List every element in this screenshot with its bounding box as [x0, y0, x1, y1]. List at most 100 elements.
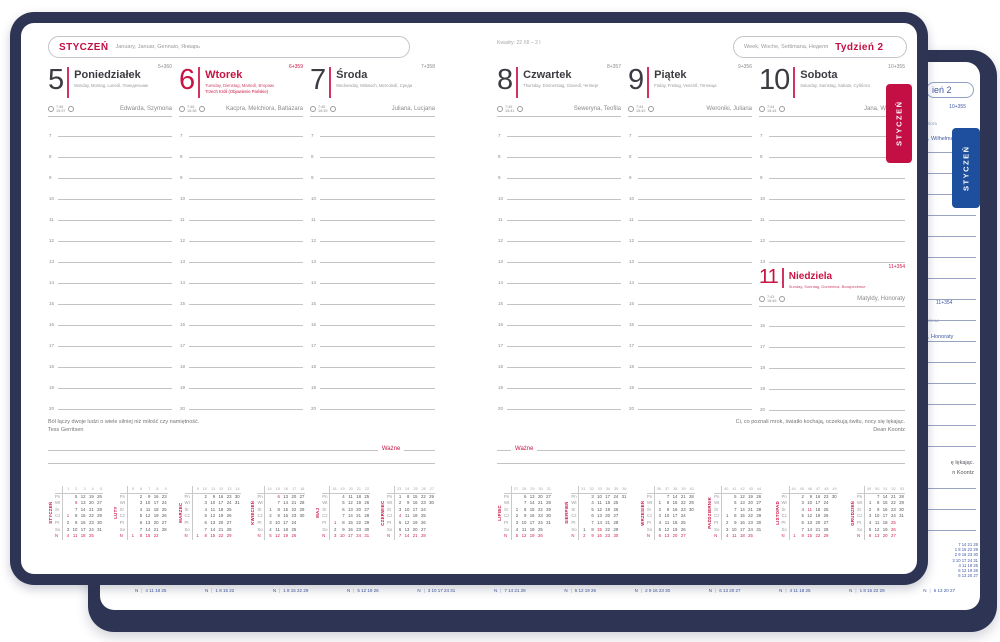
mini-calendar-day: 8: [666, 500, 670, 506]
mini-calendar-day: 4: [801, 506, 804, 512]
sunday-row-separator: |: [353, 588, 355, 593]
mini-calendar-day: 20: [412, 526, 418, 532]
week-number: 1: [62, 486, 70, 493]
mini-calendar-day: [578, 513, 586, 520]
mini-calendar-day: 18: [605, 500, 611, 506]
mini-calendar-day: 29: [364, 519, 370, 525]
mini-calendar-grid: 36 37 38 39 40 Pn 7 14 21 28 Wt 1 8 15 22 29 Śr 2 9 16 23 30 C…: [646, 486, 695, 540]
week-number: 7: [148, 487, 151, 491]
important-row-left: Ważne: [48, 446, 435, 453]
week-number: 6: [140, 487, 143, 491]
rule-line: [48, 449, 378, 451]
mini-calendar-day: 3: [394, 506, 402, 514]
mini-calendar-day: 19: [153, 513, 159, 519]
sunset-icon: [778, 106, 785, 112]
mini-calendar-day: 25: [680, 519, 686, 525]
mini-calendar-day: 23: [537, 513, 543, 519]
weekday-abbr: N: [257, 533, 261, 539]
mini-calendar-day: [329, 506, 337, 514]
week-number: 14: [235, 487, 240, 491]
day-of-year: 9+356: [737, 64, 752, 70]
week-number: 20: [348, 487, 353, 491]
mini-calendar-grid: 40 41 42 43 44 Pn 5 12 19 26 Wt 6 13 20 27 Śr 7 14 21 28 Cz 1…: [714, 486, 763, 540]
day-name-block: Piątek Friday, Freitag, Venerdì, Пятница: [654, 65, 716, 88]
mini-calendar-month-label: LISTOPAD: [774, 501, 780, 525]
weekday-abbr: Śr: [857, 506, 862, 512]
quote-text: Ci, co poznali mrok, światło kochają, oc…: [735, 419, 905, 425]
mini-calendar-row: Pt 3 10 17 24 31: [504, 519, 552, 527]
hour-label: 9: [311, 175, 314, 180]
day-divider-rule: [198, 67, 201, 98]
weekday-abbr: So: [571, 526, 577, 532]
mini-calendar-day: 13: [664, 533, 670, 539]
hour-rule-line: [507, 136, 621, 137]
rule-line: [404, 449, 435, 451]
sunrise-sunset-row: 7:44 15:44 Jana, Wilhelma: [759, 102, 905, 117]
hour-rule-line: [507, 241, 621, 242]
back-week-number-box: ień 2: [926, 82, 974, 98]
mini-calendar-day: 5: [342, 500, 345, 506]
hour-rule-line: [769, 347, 905, 348]
day-name: Czwartek: [523, 69, 572, 81]
hour-row-20: 20: [310, 390, 435, 411]
hour-grid: 16 17 18 19 20: [759, 307, 905, 412]
sunrise-time: 7:44: [767, 104, 775, 109]
mini-calendar-row: So 6 13 20 27: [387, 526, 435, 534]
hour-row-14: 14: [48, 264, 172, 285]
back-ruled-line: [928, 488, 976, 489]
hour-label: 15: [180, 301, 186, 306]
mini-calendar-corner: [257, 486, 264, 493]
weekday-abbr: Pn: [322, 493, 328, 499]
mini-calendar-day: 7: [801, 526, 804, 532]
mini-calendar-day: 6: [342, 506, 345, 512]
hour-grid: 7 8 9 10 11 12 13: [759, 117, 905, 264]
week-number: 19: [340, 487, 345, 491]
mini-calendar-day: 10: [210, 500, 216, 506]
hour-label: 16: [498, 322, 504, 327]
mini-calendar-row: Pn 2 9 16 23 30: [185, 493, 241, 501]
mini-calendar-row: Cz 5 12 19 26: [120, 513, 168, 520]
mini-calendar-day: 16: [153, 493, 159, 499]
back-minical-line: 4 11 18 25: [958, 562, 978, 568]
day-column-6: 6+359 6 Wtorek Tuesday, Dienstag, Martedì, …: [179, 62, 303, 411]
mini-calendar-day: 20: [153, 519, 159, 525]
mini-calendar-day: 31: [234, 500, 240, 506]
sunday-row-label: N: [493, 588, 498, 593]
week-number: 30: [538, 487, 543, 491]
day-number: 8: [497, 64, 513, 96]
mini-calendar-day: 16: [739, 519, 745, 525]
mini-calendar-day: [232, 507, 240, 514]
mini-calendar-day: [126, 519, 135, 527]
day-column-9: 9+356 9 Piątek Friday, Freitag, Venerdì, Пя…: [628, 62, 752, 411]
mini-calendar-day: 15: [739, 513, 745, 519]
mini-calendar-row: Śr 2 9 16 23 30: [647, 506, 695, 514]
mini-calendar-row: Pn 4 11 18 25: [322, 493, 370, 501]
mini-calendar-row: Pt 4 11 18 25: [647, 519, 695, 527]
mini-calendar-day: 5: [653, 526, 662, 534]
hour-label: 20: [180, 406, 186, 411]
hour-grid: 7 8 9 10 11 12 13 14 15 16 17 18 19 20: [48, 117, 172, 411]
mini-calendar-row: Cz 5 12 19 26: [185, 513, 241, 520]
mini-calendar-grid: 31 32 33 34 35 36 Pn 3 10 17 24 31 Wt 4 11 18 25 Śr 5 12 19 2…: [571, 486, 628, 540]
name-day-names: Edwarda, Szymona: [119, 106, 172, 112]
mini-calendar-day: 1: [264, 506, 272, 514]
mini-calendar-day: 11: [521, 526, 527, 532]
mini-calendar-day: 8: [523, 506, 527, 512]
mini-calendar-day: 20: [882, 533, 888, 539]
mini-calendar-day: 12: [807, 513, 813, 519]
hour-row-17: 17: [179, 327, 303, 348]
mini-calendar-day: 10: [874, 513, 880, 519]
hour-label: 19: [49, 385, 55, 390]
hour-rule-line: [320, 136, 435, 137]
mini-calendar-day: 30: [364, 526, 370, 532]
back-ruled-line: [928, 446, 976, 447]
mini-calendar-day: 26: [364, 500, 370, 506]
hour-label: 13: [498, 259, 504, 264]
mini-calendar-day: 22: [748, 513, 753, 519]
mini-calendar-day: [687, 520, 695, 527]
mini-calendar-day: 21: [605, 519, 611, 525]
sunday-row-label: N: [564, 588, 568, 593]
mini-calendar-day: 19: [356, 500, 361, 506]
mini-calendar-day: 25: [748, 533, 753, 539]
mini-calendar-day: 11: [664, 519, 670, 525]
